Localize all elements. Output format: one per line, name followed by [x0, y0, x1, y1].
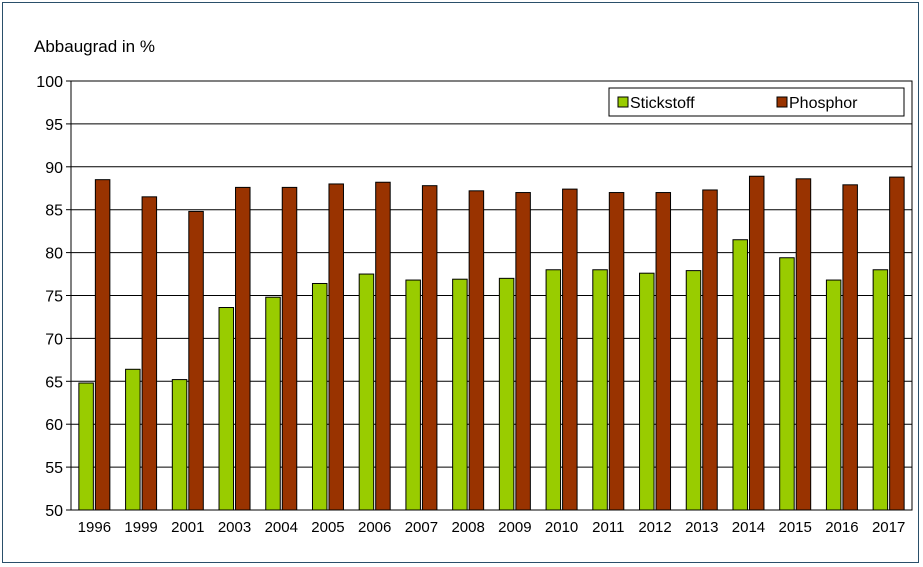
- y-tick-label: 95: [45, 117, 63, 134]
- y-tick-labels: 50 55 60 65 70 75 80 85 90 95 100: [36, 74, 63, 520]
- x-tick-labels: 1996 1999 2001 2003 2004 2005 2006 2007 2008 2009…: [78, 519, 906, 536]
- bar-stickstoff-2012: [639, 272, 655, 511]
- x-tick-label: 2001: [171, 519, 204, 536]
- legend-label-phosphor: Phosphor: [789, 95, 858, 112]
- x-tick-label: 2004: [265, 519, 298, 536]
- x-tick-label: 2007: [405, 519, 438, 536]
- bar-stickstoff-2006: [358, 273, 375, 511]
- legend-swatch-stickstoff: [617, 96, 629, 108]
- bar-stickstoff-2016: [825, 279, 842, 511]
- bar-phosphor-1999: [141, 196, 158, 511]
- x-tick-label: 2012: [638, 519, 671, 536]
- y-tick-label: 50: [45, 503, 63, 520]
- x-tick-label: 1996: [78, 519, 111, 536]
- x-tick-label: 1999: [124, 519, 157, 536]
- y-axis-label: Abbaugrad in %: [34, 37, 155, 56]
- x-tick-label: 2010: [545, 519, 578, 536]
- bar-stickstoff-2008: [452, 278, 468, 511]
- y-tick-label: 75: [45, 289, 63, 306]
- bar-phosphor-2011: [608, 192, 625, 511]
- x-tick-label: 2005: [311, 519, 344, 536]
- bars: [78, 175, 905, 511]
- bar-phosphor-2013: [702, 189, 718, 511]
- y-tick-label: 65: [45, 374, 63, 391]
- y-tick-label: 90: [45, 160, 63, 177]
- x-tick-label: 2003: [218, 519, 251, 536]
- bar-phosphor-2017: [889, 176, 905, 511]
- bar-phosphor-2001: [188, 210, 204, 511]
- legend: Stickstoff Phosphor: [608, 87, 905, 117]
- legend-box: [608, 87, 905, 117]
- bar-phosphor-2005: [328, 183, 344, 511]
- bar-stickstoff-1996: [78, 382, 94, 511]
- x-tick-label: 2006: [358, 519, 391, 536]
- x-tick-label: 2015: [779, 519, 812, 536]
- axes: [70, 80, 913, 511]
- bar-phosphor-2007: [421, 185, 438, 511]
- bar-phosphor-2008: [468, 190, 485, 511]
- bar-phosphor-2003: [235, 186, 251, 511]
- bar-stickstoff-2004: [265, 296, 281, 511]
- bar-stickstoff-2001: [171, 379, 188, 511]
- x-tick-label: 2016: [825, 519, 858, 536]
- bar-phosphor-2009: [515, 192, 531, 511]
- y-tick-label: 60: [45, 417, 63, 434]
- y-tick-label: 55: [45, 460, 63, 477]
- bar-stickstoff-2014: [732, 239, 748, 511]
- legend-label-stickstoff: Stickstoff: [630, 95, 695, 112]
- bar-stickstoff-2015: [779, 257, 795, 511]
- bar-stickstoff-2003: [218, 307, 235, 511]
- bar-stickstoff-2007: [405, 279, 421, 511]
- y-tick-label: 100: [36, 74, 63, 91]
- bar-stickstoff-2017: [872, 269, 889, 511]
- plot-border: [70, 80, 913, 511]
- x-tick-label: 2017: [872, 519, 905, 536]
- bar-phosphor-2015: [795, 178, 812, 511]
- x-tick-label: 2009: [498, 519, 531, 536]
- x-tick-label: 2011: [592, 519, 624, 536]
- bar-stickstoff-2011: [592, 269, 608, 511]
- bar-stickstoff-1999: [125, 368, 141, 511]
- bar-stickstoff-2010: [545, 269, 562, 511]
- x-tick-label: 2008: [451, 519, 484, 536]
- bar-phosphor-1996: [94, 179, 111, 511]
- y-tick-label: 80: [45, 246, 63, 263]
- bar-phosphor-2012: [655, 192, 672, 511]
- y-tick-label: 85: [45, 203, 63, 220]
- bar-phosphor-2016: [842, 184, 858, 511]
- x-tick-label: 2013: [685, 519, 718, 536]
- x-tick-label: 2014: [732, 519, 765, 536]
- y-tick-label: 70: [45, 331, 63, 348]
- bar-phosphor-2006: [375, 181, 391, 511]
- bar-stickstoff-2009: [498, 277, 515, 511]
- bar-stickstoff-2005: [311, 282, 328, 511]
- bar-phosphor-2004: [281, 186, 298, 511]
- bar-phosphor-2010: [562, 188, 578, 511]
- legend-swatch-phosphor: [776, 96, 788, 108]
- bar-stickstoff-2013: [685, 270, 702, 511]
- bar-phosphor-2014: [748, 175, 765, 511]
